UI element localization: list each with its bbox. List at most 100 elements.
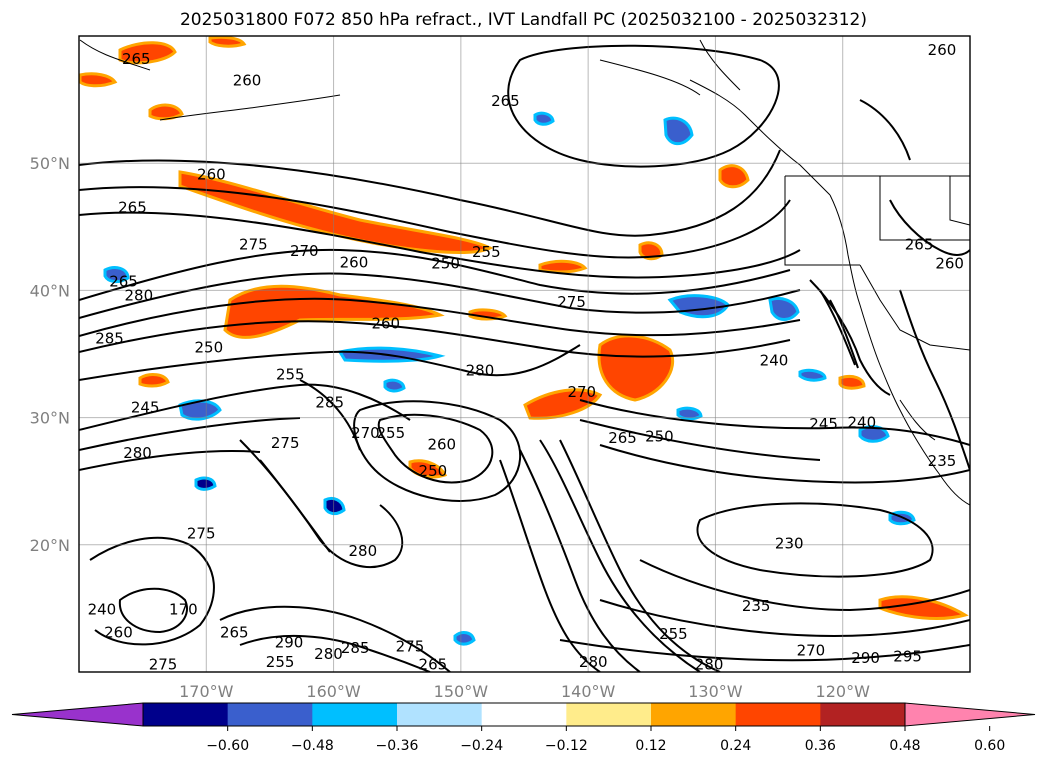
contour-label-16: 240 xyxy=(760,351,789,369)
figure-title: 2025031800 F072 850 hPa refract., IVT La… xyxy=(179,10,867,30)
contour-label-25: 260 xyxy=(427,435,456,453)
latitude-labels: 50°N 40°N 30°N 20°N xyxy=(30,154,70,555)
contour-label-37: 170 xyxy=(169,601,198,619)
colorbar-tick-label-8: 0.48 xyxy=(889,738,920,754)
colorbar-tick-label-6: 0.24 xyxy=(720,738,751,754)
contour-label-47: 265 xyxy=(419,655,448,673)
contour-label-54: 265 xyxy=(905,236,934,254)
contour-label-45: 275 xyxy=(149,655,178,673)
contour-label-30: 280 xyxy=(123,444,152,462)
colorbar-segment-8 xyxy=(820,703,906,726)
contour-label-52: 295 xyxy=(893,648,922,666)
contour-label-39: 265 xyxy=(220,624,249,642)
colorbar-segment-3 xyxy=(397,703,483,726)
contour-label-43: 280 xyxy=(314,645,343,663)
contour-label-42: 285 xyxy=(341,639,370,657)
contour-label-18: 255 xyxy=(276,365,305,383)
contour-label-44: 275 xyxy=(396,638,425,656)
colorbar-tick-label-1: −0.48 xyxy=(291,738,334,754)
contour-label-15: 275 xyxy=(557,293,586,311)
contour-label-46: 255 xyxy=(266,653,295,671)
contour-label-13: 250 xyxy=(195,339,224,357)
plot-background xyxy=(79,36,970,672)
contour-label-3: 260 xyxy=(197,166,226,184)
colorbar-segment-4 xyxy=(481,703,567,726)
contour-label-19: 245 xyxy=(131,398,160,416)
contour-label-10: 265 xyxy=(109,272,138,290)
contour-label-40: 290 xyxy=(275,634,304,652)
colorbar-segment-7 xyxy=(735,703,821,726)
contour-label-36: 240 xyxy=(88,601,117,619)
graticule xyxy=(79,36,970,672)
colorbar-extend-low xyxy=(11,702,144,727)
refractivity-contours xyxy=(79,44,970,672)
contour-label-50: 270 xyxy=(797,641,826,659)
contour-label-41: 255 xyxy=(659,625,688,643)
contour-label-11: 280 xyxy=(125,286,154,304)
contour-label-38: 260 xyxy=(104,624,133,642)
lon-label-4: 130°W xyxy=(688,682,743,701)
contour-label-5: 275 xyxy=(239,236,268,254)
lat-label-0: 50°N xyxy=(30,154,70,173)
contour-label-33: 280 xyxy=(349,542,378,560)
contour-label-28: 245 xyxy=(809,415,838,433)
lon-label-5: 120°W xyxy=(816,682,871,701)
longitude-labels: 170°W 160°W 150°W 140°W 130°W 120°W xyxy=(179,682,870,701)
contour-label-56: 235 xyxy=(928,452,957,470)
contour-label-12: 285 xyxy=(95,330,124,348)
contour-label-22: 275 xyxy=(271,434,300,452)
colorbar-segment-5 xyxy=(566,703,652,726)
lon-label-0: 170°W xyxy=(179,682,234,701)
contour-label-21: 270 xyxy=(567,383,596,401)
contour-label-35: 235 xyxy=(742,597,771,615)
contour-label-2: 265 xyxy=(491,92,520,110)
lat-label-2: 30°N xyxy=(30,409,70,428)
contour-label-4: 265 xyxy=(118,199,147,217)
contour-label-48: 280 xyxy=(579,653,608,671)
contour-label-51: 290 xyxy=(851,649,880,667)
contour-label-7: 260 xyxy=(340,253,369,271)
colorbar-segment-2 xyxy=(312,703,398,726)
contour-label-55: 260 xyxy=(935,255,964,273)
colorbar-tick-label-0: −0.60 xyxy=(206,738,249,754)
lon-label-2: 150°W xyxy=(434,682,489,701)
colorbar-tick-label-7: 0.36 xyxy=(805,738,836,754)
colorbar-segment-6 xyxy=(651,703,737,726)
lon-label-3: 140°W xyxy=(561,682,616,701)
contour-label-32: 275 xyxy=(187,524,216,542)
contour-label-14: 260 xyxy=(371,314,400,332)
contour-label-0: 265 xyxy=(122,50,151,68)
contour-label-53: 260 xyxy=(928,41,957,59)
colorbar-tick-label-5: 0.12 xyxy=(635,738,666,754)
contour-label-23: 270 xyxy=(351,424,380,442)
coastline xyxy=(79,39,970,506)
contour-label-49: 280 xyxy=(695,655,724,673)
colorbar-tick-label-4: −0.12 xyxy=(545,738,588,754)
contour-label-29: 240 xyxy=(847,414,876,432)
contour-label-20: 285 xyxy=(315,393,344,411)
contour-label-34: 230 xyxy=(775,535,804,553)
colorbar-tick-label-3: −0.24 xyxy=(460,738,503,754)
contour-label-27: 250 xyxy=(645,428,674,446)
colorbar-tick-label-2: −0.36 xyxy=(376,738,419,754)
lat-label-1: 40°N xyxy=(30,281,70,300)
contour-label-24: 255 xyxy=(377,424,406,442)
colorbar: −0.60 −0.48 −0.36 −0.24 −0.12 0.12 0.24 0.36 0.4… xyxy=(11,702,1036,754)
colorbar-frame xyxy=(142,702,906,727)
contour-label-17: 280 xyxy=(466,362,495,380)
contour-label-9: 255 xyxy=(472,243,501,261)
colorbar-segment-0 xyxy=(143,703,229,726)
lon-label-1: 160°W xyxy=(306,682,361,701)
contour-label-31: 250 xyxy=(419,462,448,480)
contour-label-6: 270 xyxy=(290,242,319,260)
colorbar-segment-1 xyxy=(227,703,313,726)
contour-label-8: 250 xyxy=(431,255,460,273)
colorbar-extend-high xyxy=(904,702,1036,727)
lat-label-3: 20°N xyxy=(30,536,70,555)
plot-border xyxy=(78,35,971,673)
colorbar-tick-label-9: 0.60 xyxy=(974,738,1005,754)
contour-label-1: 260 xyxy=(233,72,262,90)
